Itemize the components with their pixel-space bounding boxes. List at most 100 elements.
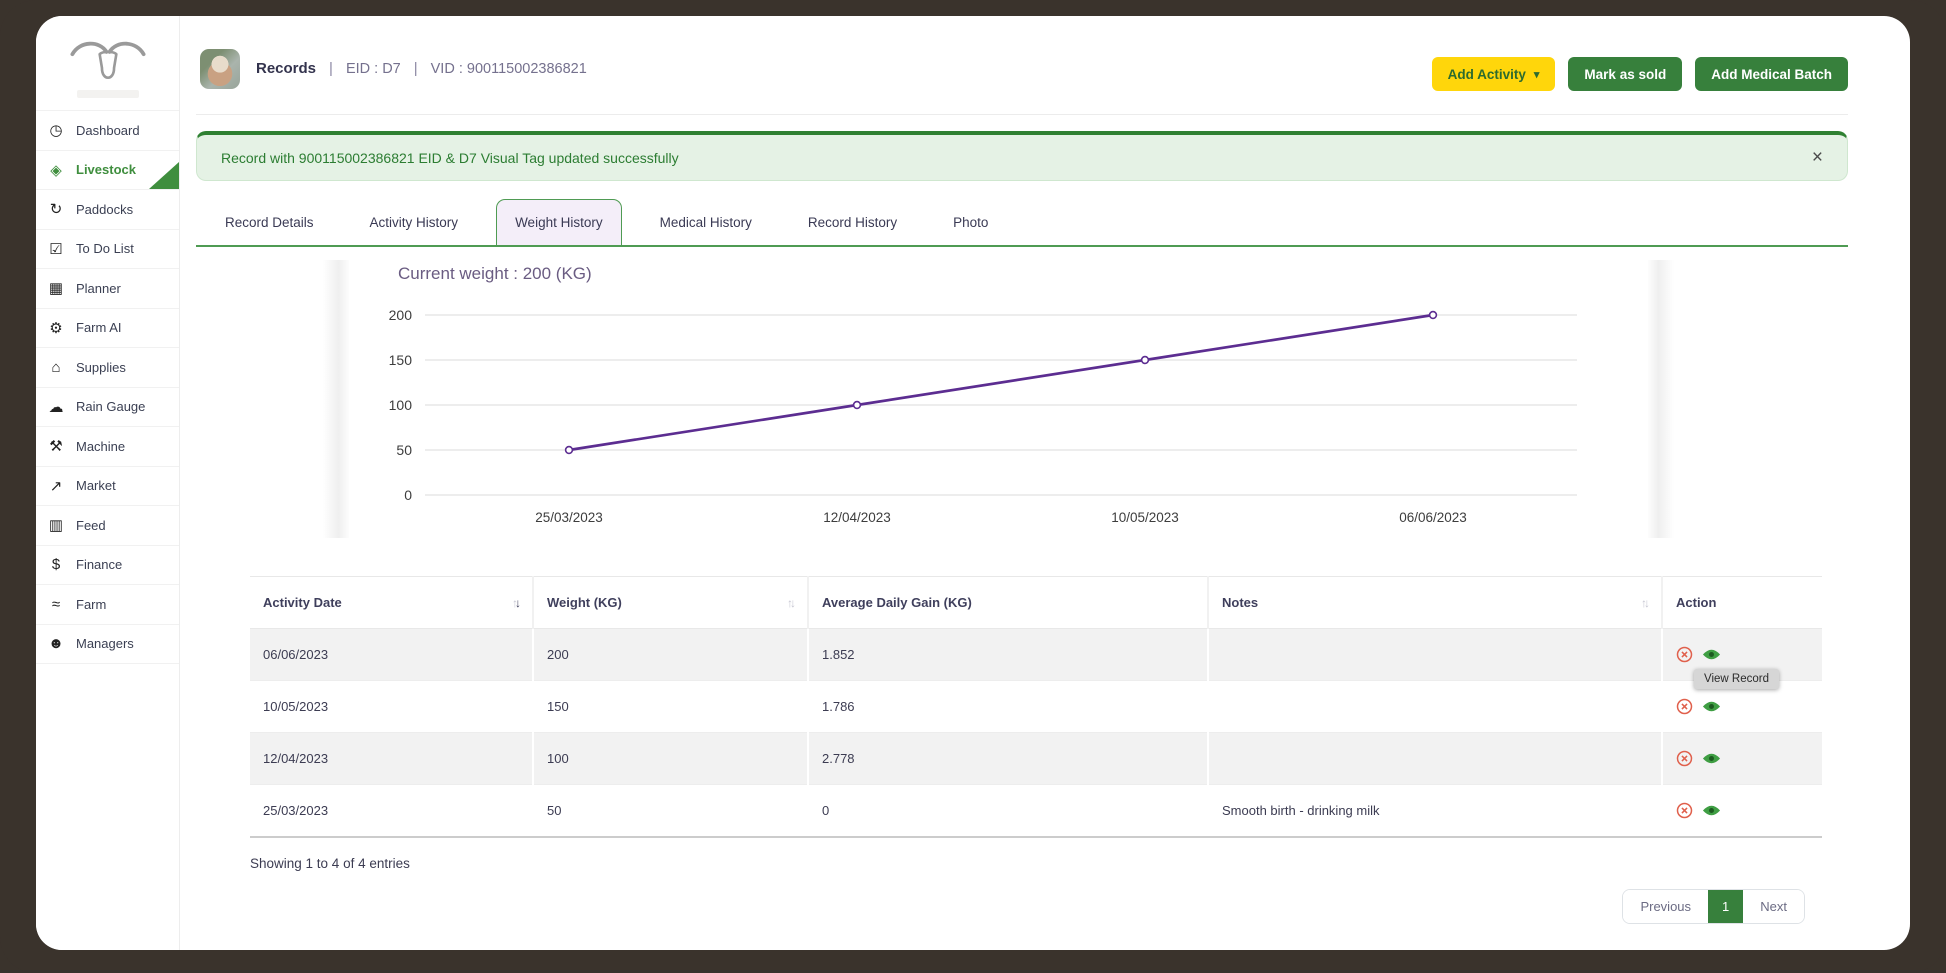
sidebar-item-label: Managers [76,636,134,652]
active-item-wedge [149,162,179,189]
sort-icon[interactable]: ↑↓ [1641,595,1650,610]
sidebar-item-label: Dashboard [76,122,140,138]
cell-action [1662,784,1822,838]
sidebar-item-finance[interactable]: $ Finance [36,546,179,585]
mark-as-sold-button[interactable]: Mark as sold [1568,57,1683,91]
add-activity-button[interactable]: Add Activity ▾ [1431,57,1556,91]
view-record-eye-icon[interactable] [1702,752,1721,765]
sidebar-item-market[interactable]: ↗ Market [36,467,179,506]
sidebar-item-machine[interactable]: ⚒ Machine [36,427,179,467]
tab-photo[interactable]: Photo [953,214,989,230]
column-header-activity-date[interactable]: Activity Date ↑↓ [250,576,534,629]
cell-weight: 200 [533,628,809,681]
page-1-button[interactable]: 1 [1708,890,1744,923]
svg-text:200: 200 [389,307,413,323]
column-label: Average Daily Gain (KG) [822,595,972,610]
sidebar-item-label: Rain Gauge [76,399,146,415]
tab-record-details[interactable]: Record Details [225,214,314,230]
cell-weight: 50 [533,784,809,838]
view-record-eye-icon[interactable] [1702,804,1721,817]
column-label: Notes [1222,595,1259,610]
cell-adg: 2.778 [808,732,1209,785]
view-record-eye-icon[interactable] [1702,648,1721,661]
success-alert: Record with 900115002386821 EID & D7 Vis… [196,131,1848,181]
eid-value: EID : D7 [345,60,401,77]
pagination: Previous 1 Next [1622,889,1805,924]
chart-title: Current weight : 200 (KG) [398,264,592,283]
managers-icon: ☻ [48,635,64,653]
header-divider [196,114,1848,115]
alert-message: Record with 900115002386821 EID & D7 Vis… [221,149,679,166]
sidebar-item-label: Livestock [76,162,136,178]
svg-text:12/04/2023: 12/04/2023 [823,510,891,525]
column-header-notes[interactable]: Notes ↑↓ [1208,576,1663,629]
table-row: 25/03/2023 50 0 Smooth birth - drinking … [250,784,1822,838]
delete-record-icon[interactable] [1676,802,1693,819]
page-title: Records [256,60,317,77]
cell-activity-date: 06/06/2023 [250,628,534,681]
mark-as-sold-label: Mark as sold [1584,66,1667,82]
sidebar-item-label: Market [76,478,116,494]
cell-notes [1208,680,1663,733]
column-label: Weight (KG) [547,595,622,610]
paddocks-icon: ↻ [49,201,63,219]
supplies-icon: ⌂ [51,358,61,376]
sidebar-item-livestock[interactable]: ◈ Livestock [36,151,179,190]
sort-icon[interactable]: ↑↓ [512,595,521,610]
sidebar-item-label: Finance [76,557,123,573]
dashboard-icon: ◷ [49,122,63,140]
tab-record-history[interactable]: Record History [807,214,898,230]
close-icon[interactable]: × [1811,147,1823,168]
chart-scroll-shade-left [323,260,349,538]
app-page: ◷ Dashboard ◈ Livestock ↻ Paddocks ☑ To … [36,16,1910,950]
farm-ai-icon: ⚙ [49,319,63,337]
market-icon: ↗ [49,477,63,495]
planner-icon: ▦ [48,280,64,298]
column-header-action: Action [1662,576,1822,629]
sidebar-item-todo-list[interactable]: ☑ To Do List [36,230,179,269]
sidebar-item-dashboard[interactable]: ◷ Dashboard [36,111,179,151]
weight-line-chart: 0 50 100 150 200 25/03/2023 12/04/2023 10/05/20… [389,307,1577,525]
sidebar-item-planner[interactable]: ▦ Planner [36,269,179,309]
title-separator: | [413,60,418,77]
sort-icon[interactable]: ↑↓ [787,595,796,610]
sidebar-item-farm-ai[interactable]: ⚙ Farm AI [36,309,179,348]
view-record-eye-icon[interactable] [1702,700,1721,713]
record-tabs: Record Details Activity History Weight H… [196,199,1848,247]
delete-record-icon[interactable] [1676,646,1693,663]
sidebar-item-farm[interactable]: ≈ Farm [36,585,179,625]
sidebar-item-paddocks[interactable]: ↻ Paddocks [36,190,179,230]
livestock-icon: ◈ [50,161,62,179]
sidebar-item-rain-gauge[interactable]: ☁ Rain Gauge [36,388,179,427]
sidebar-item-label: Farm AI [76,320,122,336]
previous-page-button[interactable]: Previous [1623,890,1709,923]
tab-medical-history[interactable]: Medical History [659,214,752,230]
sidebar-item-label: Machine [76,438,126,454]
add-activity-label: Add Activity [1447,66,1526,82]
cell-adg: 0 [808,784,1209,838]
entries-summary: Showing 1 to 4 of 4 entries [250,856,410,871]
sidebar-item-supplies[interactable]: ⌂ Supplies [36,348,179,388]
delete-record-icon[interactable] [1676,750,1693,767]
svg-text:25/03/2023: 25/03/2023 [535,510,603,525]
sidebar-item-managers[interactable]: ☻ Managers [36,625,179,664]
tab-weight-history[interactable]: Weight History [496,199,622,245]
column-header-average-daily-gain[interactable]: Average Daily Gain (KG) [808,576,1209,629]
delete-record-icon[interactable] [1676,698,1693,715]
cell-activity-date: 10/05/2023 [250,680,534,733]
column-header-weight[interactable]: Weight (KG) ↑↓ [533,576,809,629]
sidebar-item-label: Feed [76,517,106,533]
rain-gauge-icon: ☁ [48,398,64,416]
cell-adg: 1.852 [808,628,1209,681]
chart-scroll-shade-right [1648,260,1674,538]
sidebar-item-feed[interactable]: ▥ Feed [36,506,179,546]
column-label: Action [1676,595,1717,610]
chevron-down-icon: ▾ [1533,68,1540,81]
table-header-row: Activity Date ↑↓ Weight (KG) ↑↓ Average … [250,576,1822,629]
next-page-button[interactable]: Next [1743,890,1804,923]
weight-history-table: Activity Date ↑↓ Weight (KG) ↑↓ Average … [250,576,1822,838]
add-medical-batch-button[interactable]: Add Medical Batch [1695,57,1848,91]
tab-activity-history[interactable]: Activity History [369,214,459,230]
table-row: 10/05/2023 150 1.786 [250,680,1822,733]
